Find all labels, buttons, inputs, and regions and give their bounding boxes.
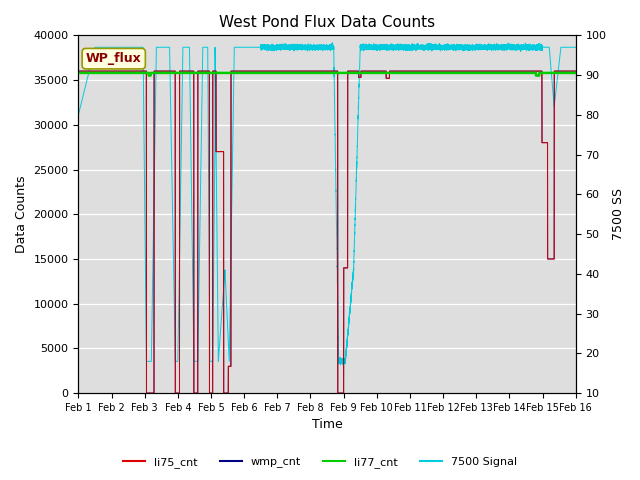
Line: li77_cnt: li77_cnt: [79, 73, 576, 75]
7500 Signal: [392, 46, 400, 51]
7500 Signal: [337, 362, 344, 368]
li77_cnt: [572, 70, 580, 76]
Legend: li75_cnt, wmp_cnt, li77_cnt, 7500 Signal: li75_cnt, wmp_cnt, li77_cnt, 7500 Signal: [118, 452, 522, 472]
li75_cnt: [572, 68, 580, 74]
Line: 7500 Signal: 7500 Signal: [79, 43, 576, 365]
wmp_cnt: [474, 68, 482, 74]
li77_cnt: [392, 70, 400, 76]
7500 Signal: [100, 44, 108, 50]
wmp_cnt: [449, 68, 456, 74]
wmp_cnt: [392, 68, 400, 74]
li77_cnt: [75, 70, 83, 76]
7500 Signal: [449, 45, 456, 50]
7500 Signal: [75, 112, 83, 118]
Line: li75_cnt: li75_cnt: [79, 71, 576, 393]
X-axis label: Time: Time: [312, 419, 342, 432]
7500 Signal: [572, 44, 580, 50]
7500 Signal: [474, 44, 482, 50]
7500 Signal: [481, 46, 489, 51]
li77_cnt: [474, 70, 482, 76]
li77_cnt: [481, 70, 489, 76]
li75_cnt: [143, 390, 150, 396]
li77_cnt: [100, 70, 108, 76]
li77_cnt: [449, 70, 456, 76]
Text: WP_flux: WP_flux: [86, 52, 141, 65]
wmp_cnt: [143, 390, 150, 396]
Y-axis label: Data Counts: Data Counts: [15, 176, 28, 253]
li75_cnt: [481, 68, 489, 74]
wmp_cnt: [481, 68, 489, 74]
7500 Signal: [329, 40, 337, 46]
li75_cnt: [100, 68, 108, 74]
Title: West Pond Flux Data Counts: West Pond Flux Data Counts: [219, 15, 435, 30]
li75_cnt: [474, 68, 482, 74]
li77_cnt: [145, 72, 152, 78]
wmp_cnt: [75, 68, 83, 74]
li75_cnt: [462, 68, 470, 74]
li75_cnt: [75, 68, 83, 74]
li75_cnt: [392, 68, 400, 74]
li75_cnt: [449, 68, 456, 74]
Y-axis label: 7500 SS: 7500 SS: [612, 188, 625, 240]
wmp_cnt: [462, 68, 470, 74]
wmp_cnt: [572, 68, 580, 74]
Line: wmp_cnt: wmp_cnt: [79, 71, 576, 393]
li77_cnt: [462, 70, 470, 76]
wmp_cnt: [100, 68, 108, 74]
7500 Signal: [462, 42, 470, 48]
